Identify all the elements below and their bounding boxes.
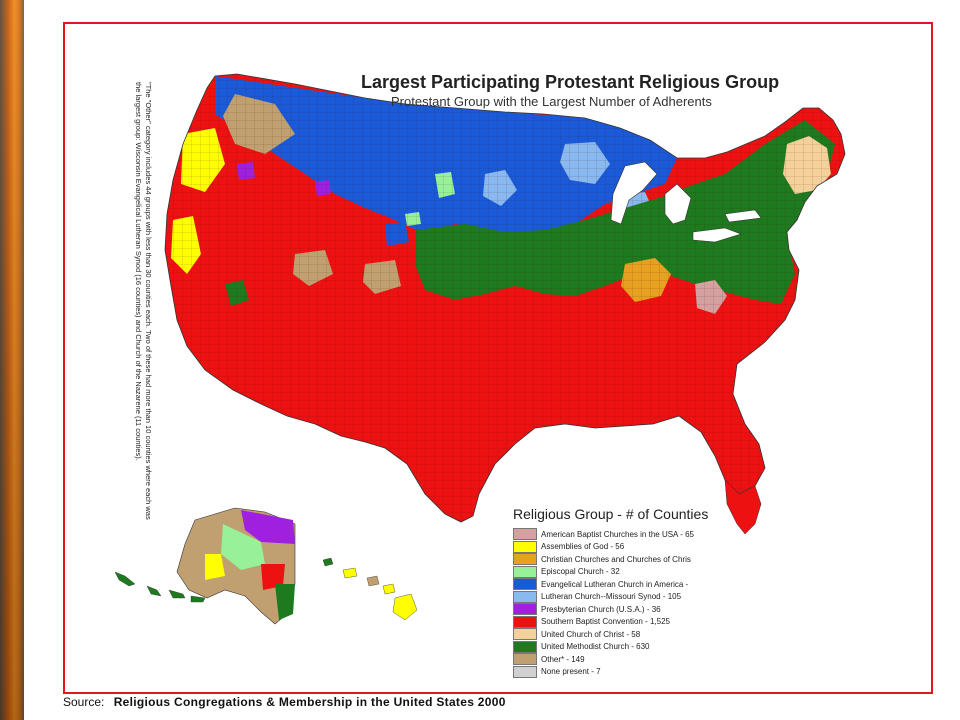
- legend-label: Presbyterian Church (U.S.A.) - 36: [541, 604, 661, 614]
- legend-label: Lutheran Church--Missouri Synod - 105: [541, 592, 682, 602]
- legend-label: Episcopal Church - 32: [541, 567, 620, 577]
- legend-swatch: [513, 578, 537, 591]
- legend-label: United Methodist Church - 630: [541, 642, 650, 652]
- legend-item: Episcopal Church - 32: [513, 565, 729, 579]
- legend-item: American Baptist Churches in the USA - 6…: [513, 528, 729, 541]
- legend-item: Presbyterian Church (U.S.A.) - 36: [513, 603, 729, 616]
- legend-swatch: [513, 528, 537, 541]
- map-title: Largest Participating Protestant Religio…: [361, 72, 780, 92]
- legend-swatch: [513, 590, 537, 603]
- legend-label: United Church of Christ - 58: [541, 629, 641, 639]
- legend-items: American Baptist Churches in the USA - 6…: [513, 528, 729, 678]
- legend-label: Evangelical Lutheran Church in America -: [541, 579, 689, 589]
- legend-swatch: [513, 540, 537, 553]
- legend-swatch: [513, 665, 537, 678]
- legend-item: Lutheran Church--Missouri Synod - 105: [513, 590, 729, 604]
- florida-tip: [724, 479, 762, 535]
- legend-item: Evangelical Lutheran Church in America -: [513, 578, 729, 591]
- legend-item: None present - 7: [513, 665, 729, 679]
- legend-label: None present - 7: [541, 667, 601, 677]
- other-category-note: "The "Other" category includes 44 groups…: [134, 82, 153, 520]
- legend-title: Religious Group - # of Counties: [513, 506, 709, 522]
- legend-item: Christian Churches and Churches of Chris: [513, 553, 729, 566]
- source-value: Religious Congregations & Membership in …: [113, 695, 506, 709]
- map-subtitle: Protestant Group with the Largest Number…: [391, 94, 712, 109]
- legend-swatch: [513, 628, 537, 641]
- legend-swatch: [513, 553, 537, 566]
- county-grid-overlay: [165, 74, 845, 522]
- legend-swatch: [513, 653, 537, 666]
- great-lakes: [610, 161, 762, 243]
- legend-item: United Methodist Church - 630: [513, 640, 729, 654]
- legend-label: Southern Baptist Convention - 1,525: [541, 617, 670, 627]
- legend-swatch: [513, 615, 537, 628]
- legend-label: Assemblies of God - 56: [541, 542, 625, 552]
- legend-item: Assemblies of God - 56: [513, 540, 729, 554]
- hawaii: [322, 557, 418, 621]
- side-note-wrapper: "The "Other" category includes 44 groups…: [134, 82, 603, 520]
- slide-side-bar: [0, 0, 24, 720]
- legend-label: Other* - 149: [541, 654, 585, 664]
- legend-swatch: [513, 603, 537, 616]
- legend-item: Other* - 149: [513, 653, 729, 666]
- legend-label: Christian Churches and Churches of Chris: [541, 554, 691, 564]
- source-line: Source: Religious Congregations & Member…: [63, 695, 663, 709]
- legend-swatch: [513, 640, 537, 653]
- source-label: Source:: [63, 695, 105, 709]
- alaska: [114, 507, 296, 625]
- legend-swatch: [513, 565, 537, 578]
- legend-item: Southern Baptist Convention - 1,525: [513, 615, 729, 629]
- legend-item: United Church of Christ - 58: [513, 628, 729, 641]
- legend: Religious Group - # of Counties American…: [513, 506, 729, 678]
- slide-frame: Largest Participating Protestant Religio…: [63, 22, 933, 694]
- legend-label: American Baptist Churches in the USA - 6…: [541, 529, 694, 539]
- us-county-map: [114, 73, 846, 625]
